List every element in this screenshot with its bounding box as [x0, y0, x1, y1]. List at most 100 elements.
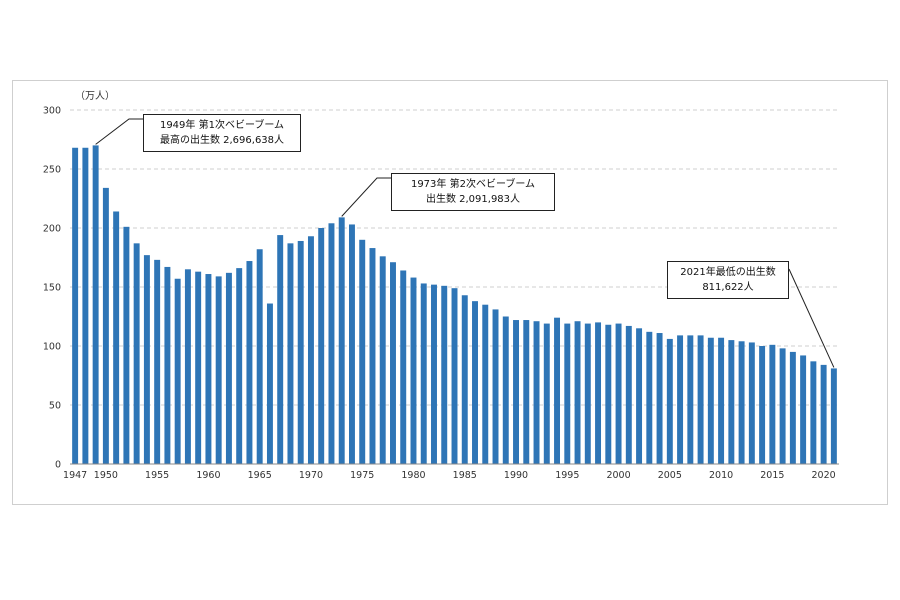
bar-1969 [297, 240, 304, 464]
y-tick-label-100: 100 [43, 342, 61, 353]
bar-1984 [451, 288, 458, 464]
bar-2000 [615, 323, 622, 464]
annotation-boom1-line2: 最高の出生数 2,696,638人 [159, 135, 285, 146]
bar-2020 [820, 364, 827, 464]
annotation-low2021-line1: 2021年最低の出生数 [680, 267, 776, 278]
bar-1952 [123, 226, 130, 464]
bar-1970 [307, 236, 314, 464]
x-tick-label-1947: 1947 [63, 470, 87, 481]
x-tick-label-1995: 1995 [555, 470, 579, 481]
y-tick-label-200: 200 [43, 224, 61, 235]
x-tick-label-1970: 1970 [299, 470, 323, 481]
leader-boom2 [341, 177, 391, 217]
annotation-boom2: 1973年 第2次ベビーブーム 出生数 2,091,983人 [391, 173, 555, 211]
annotation-boom2-line1: 1973年 第2次ベビーブーム [410, 179, 536, 190]
bar-1985 [461, 295, 468, 464]
bar-1999 [605, 324, 612, 464]
bar-2010 [718, 337, 725, 464]
bar-1977 [379, 256, 386, 464]
bar-1949 [92, 145, 99, 464]
x-tick-label-1965: 1965 [248, 470, 272, 481]
x-tick-label-1990: 1990 [504, 470, 528, 481]
x-tick-label-1975: 1975 [350, 470, 374, 481]
bar-2012 [738, 341, 745, 464]
bar-2015 [769, 344, 776, 464]
bar-1983 [441, 285, 448, 464]
bar-1997 [584, 323, 591, 464]
bar-2013 [748, 342, 755, 464]
leader-low2021 [788, 268, 835, 368]
x-tick-label-2020: 2020 [812, 470, 836, 481]
bar-2021 [830, 368, 837, 464]
bar-1989 [502, 316, 509, 464]
unit-label: （万人） [75, 90, 115, 102]
annotation-boom2-line2: 出生数 2,091,983人 [425, 194, 521, 205]
bar-1964 [246, 261, 253, 464]
bar-1971 [318, 228, 325, 464]
x-tick-label-1985: 1985 [453, 470, 477, 481]
bar-2001 [625, 325, 632, 464]
bar-1950 [102, 187, 109, 464]
bar-2019 [810, 361, 817, 464]
bar-2016 [779, 348, 786, 464]
bar-1982 [431, 284, 437, 464]
bar-1968 [287, 243, 294, 464]
x-tick-label-1955: 1955 [145, 470, 169, 481]
bar-1992 [533, 321, 540, 464]
x-tick-label-1960: 1960 [196, 470, 220, 481]
bar-2006 [677, 335, 684, 464]
bar-1987 [482, 304, 489, 464]
bar-2018 [800, 355, 807, 464]
bar-2009 [707, 337, 714, 464]
bar-2003 [646, 331, 653, 464]
bar-1961 [215, 276, 222, 464]
callout-leaders [95, 118, 835, 368]
bar-1998 [595, 322, 602, 464]
bar-1974 [348, 224, 355, 464]
bar-1953 [133, 243, 140, 464]
y-tick-label-300: 300 [43, 106, 61, 117]
bar-1955 [154, 259, 161, 464]
annotation-low2021-line2: 811,622人 [702, 282, 754, 293]
y-tick-label-150: 150 [43, 283, 61, 294]
x-tick-label-1980: 1980 [401, 470, 425, 481]
y-tick-label-0: 0 [55, 460, 61, 471]
bar-1967 [277, 235, 284, 464]
bar-1988 [492, 309, 499, 464]
y-tick-label-250: 250 [43, 165, 61, 176]
bar-1962 [225, 272, 232, 464]
x-tick-label-2005: 2005 [658, 470, 682, 481]
bar-1996 [574, 321, 581, 464]
bar-1979 [400, 270, 407, 464]
annotation-boom1-line1: 1949年 第1次ベビーブーム [159, 120, 285, 131]
bar-1981 [420, 283, 427, 464]
bar-2014 [759, 346, 766, 464]
annotation-low2021: 2021年最低の出生数 811,622人 [667, 261, 789, 299]
bar-1959 [195, 271, 202, 464]
bar-1958 [184, 269, 191, 464]
bar-1951 [113, 211, 120, 464]
y-tick-label-50: 50 [49, 401, 61, 412]
bar-1994 [554, 317, 561, 464]
x-tick-label-2000: 2000 [606, 470, 630, 481]
bar-1965 [256, 249, 263, 464]
x-tick-label-2015: 2015 [760, 470, 784, 481]
bars [72, 145, 837, 464]
bar-2017 [789, 351, 796, 464]
bar-1966 [266, 303, 273, 464]
bar-1960 [205, 274, 212, 464]
bar-2008 [697, 335, 704, 464]
axes: 0 50 100 150 200 250 300 1947 1950 1955 1960 1965 19… [43, 106, 839, 481]
bar-2011 [728, 340, 735, 464]
bar-1954 [143, 255, 150, 464]
bar-1975 [359, 239, 366, 464]
bar-1957 [174, 278, 181, 464]
bar-2005 [666, 338, 673, 464]
bar-1990 [513, 320, 519, 464]
bar-1956 [164, 266, 171, 464]
bar-1948 [82, 147, 89, 464]
bar-1993 [543, 323, 550, 464]
bar-1947 [72, 147, 79, 464]
bar-1972 [328, 223, 335, 464]
bar-2004 [656, 333, 663, 464]
